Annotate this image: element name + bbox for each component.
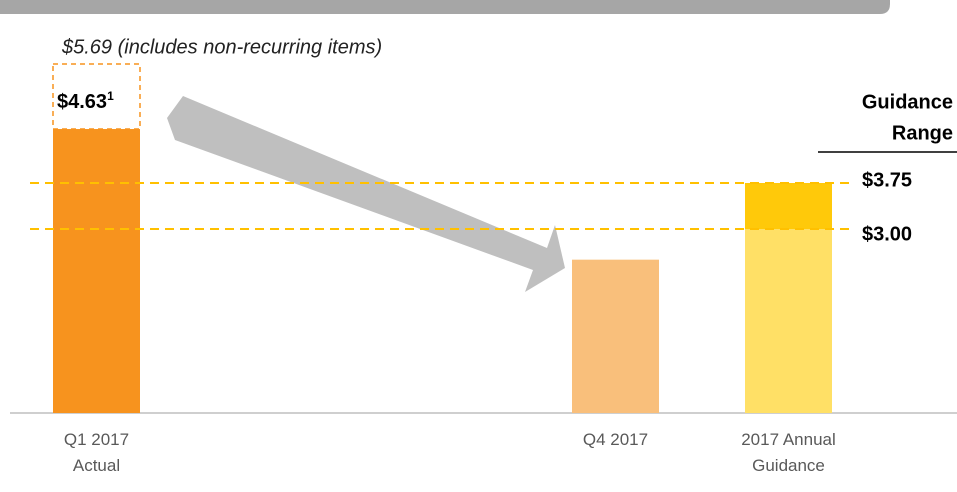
guidance-title: Guidance [862, 91, 953, 113]
value-label-text: $4.63 [57, 91, 107, 113]
x-tick-label: Q4 2017 [582, 430, 649, 449]
guidance-label: $3.00 [862, 223, 912, 245]
guidance-title: Range [892, 122, 953, 144]
value-label: $4.631 [57, 89, 114, 113]
guidance-range-bar [745, 183, 832, 229]
annotation: $5.69 (includes non-recurring items) [61, 36, 382, 58]
bar [745, 229, 832, 413]
x-tick-label: 2017 Annual Guidance [741, 430, 836, 475]
bar [53, 129, 140, 413]
trend-arrow [167, 96, 565, 292]
guidance-label: $3.75 [862, 169, 912, 191]
x-tick-label: Q1 2017 Actual [63, 430, 130, 475]
non-recurring-box [52, 63, 141, 130]
bar [572, 259, 659, 413]
footnote-marker: 1 [107, 89, 114, 103]
header-banner [0, 0, 890, 14]
